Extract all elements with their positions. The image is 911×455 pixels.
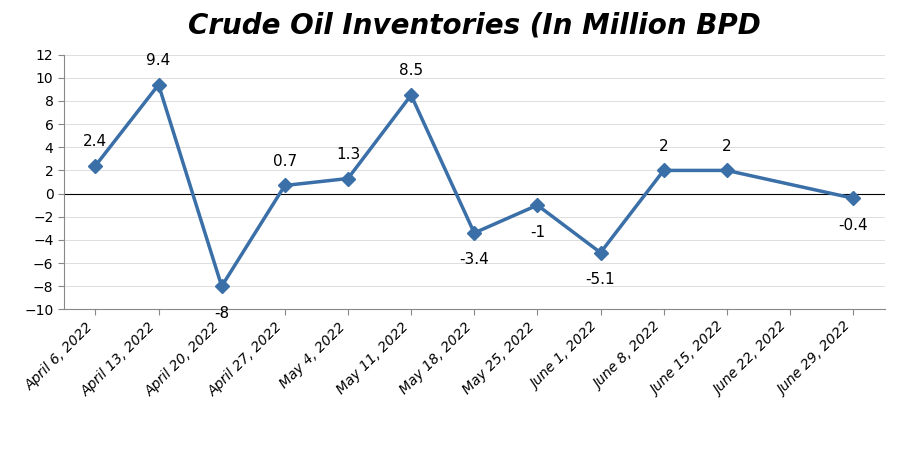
- Text: -0.4: -0.4: [837, 217, 867, 233]
- Text: -8: -8: [214, 306, 229, 321]
- Text: 1.3: 1.3: [335, 147, 360, 162]
- Text: 2: 2: [722, 139, 731, 154]
- Text: -1: -1: [529, 225, 545, 240]
- Text: 8.5: 8.5: [399, 63, 423, 78]
- Text: 0.7: 0.7: [272, 154, 297, 169]
- Text: -3.4: -3.4: [459, 253, 488, 268]
- Text: 2: 2: [658, 139, 668, 154]
- Text: 2.4: 2.4: [83, 134, 107, 149]
- Text: 9.4: 9.4: [147, 53, 170, 68]
- Text: -5.1: -5.1: [585, 272, 615, 287]
- Title: Crude Oil Inventories (In Million BPD: Crude Oil Inventories (In Million BPD: [188, 12, 760, 40]
